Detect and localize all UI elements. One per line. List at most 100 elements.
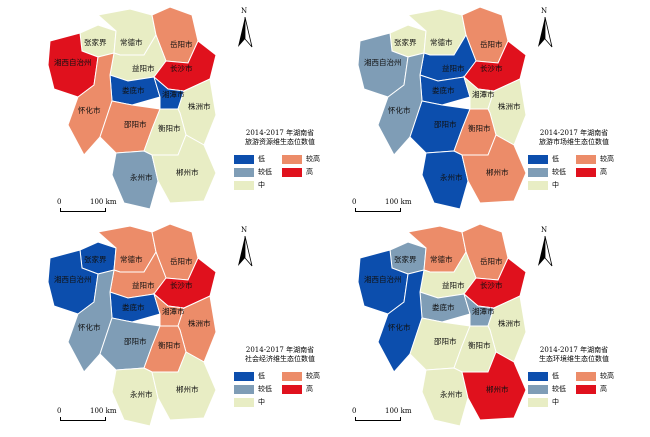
legend-label-mid: 中 [258, 181, 265, 189]
city-label-yiy: 益阳市 [132, 280, 155, 290]
city-label-cz: 郴州市 [176, 167, 199, 177]
legend-label-high: 高 [600, 385, 607, 393]
legend-label-lower: 较低 [552, 385, 566, 393]
legend-label-high: 高 [600, 168, 607, 176]
city-label-yiy: 益阳市 [442, 280, 465, 290]
city-label-xt: 湘潭市 [472, 306, 495, 316]
region-yz [111, 150, 159, 210]
city-label-cd: 常德市 [120, 37, 143, 47]
city-label-sy: 邵阳市 [434, 336, 457, 346]
city-label-cs: 长沙市 [170, 280, 193, 290]
city-label-cz: 郴州市 [486, 167, 509, 177]
north-arrow-icon: N [535, 226, 555, 270]
legend-swatch-mid [528, 181, 548, 190]
city-label-yiy: 益阳市 [442, 63, 465, 73]
legend-swatch-low [528, 372, 548, 381]
legend-label-mid: 中 [552, 181, 559, 189]
scale-bar: 0 100 km [57, 407, 120, 437]
legend-swatch-low [234, 155, 254, 164]
city-label-xt: 湘潭市 [162, 89, 185, 99]
map-panel-1: 张家界 常德市 岳阳市 湘西自治州 益阳市 长沙市 娄底市 湘潭市 怀化市 株洲市 邵阳市 衡阳市 永州… [20, 5, 330, 215]
legend-label-low: 低 [552, 372, 559, 380]
map-title: 2014-2017 年湖南省 社会经济维生态位数值 [245, 346, 315, 363]
city-label-yz: 永州市 [130, 172, 153, 182]
city-label-zjj: 张家界 [394, 254, 417, 264]
legend-swatch-higher [576, 155, 596, 164]
north-arrow-icon: N [235, 226, 255, 270]
city-label-sy: 邵阳市 [124, 336, 147, 346]
city-label-zz: 株洲市 [498, 318, 521, 328]
legend-label-high: 高 [306, 385, 313, 393]
city-label-zz: 株洲市 [188, 318, 211, 328]
legend-label-mid: 中 [552, 398, 559, 406]
north-arrow-icon: N [235, 7, 255, 51]
legend: 低 较高 较低 高中 [234, 155, 339, 197]
city-label-ld: 娄底市 [432, 302, 455, 312]
north-arrow-icon: N [535, 7, 555, 51]
city-label-cs: 长沙市 [170, 63, 193, 73]
city-label-xt: 湘潭市 [472, 89, 495, 99]
legend-swatch-lower [234, 168, 254, 177]
city-label-yy: 岳阳市 [480, 39, 503, 49]
city-label-yz: 永州市 [440, 389, 463, 399]
city-label-cs: 长沙市 [480, 63, 503, 73]
city-label-xx: 湘西自治州 [54, 274, 92, 284]
map-panel-3: 张家界 常德市 岳阳市 湘西自治州 益阳市 长沙市 娄底市 湘潭市 怀化市 株洲市 邵阳市 衡阳市 永州… [20, 222, 330, 432]
city-label-cd: 常德市 [430, 254, 453, 264]
legend-swatch-lower [234, 385, 254, 394]
legend-label-mid: 中 [258, 398, 265, 406]
city-label-zjj: 张家界 [84, 37, 107, 47]
region-yz [111, 367, 159, 427]
city-label-xx: 湘西自治州 [364, 274, 402, 284]
city-label-hy: 衡阳市 [468, 123, 491, 133]
city-label-xx: 湘西自治州 [54, 57, 92, 67]
map-panel-2: 张家界 常德市 岳阳市 湘西自治州 益阳市 长沙市 娄底市 湘潭市 怀化市 株洲市 邵阳市 衡阳市 永州… [330, 5, 640, 215]
city-label-yy: 岳阳市 [170, 39, 193, 49]
legend-label-low: 低 [552, 155, 559, 163]
city-label-hh: 怀化市 [78, 105, 101, 115]
city-label-hh: 怀化市 [388, 322, 411, 332]
legend-label-low: 低 [258, 372, 265, 380]
legend-swatch-high [576, 385, 596, 394]
map-panel-4: 张家界 常德市 岳阳市 湘西自治州 益阳市 长沙市 娄底市 湘潭市 怀化市 株洲市 邵阳市 衡阳市 永州… [330, 222, 640, 432]
city-label-ld: 娄底市 [122, 302, 145, 312]
city-label-hy: 衡阳市 [468, 340, 491, 350]
city-label-cz: 郴州市 [486, 384, 509, 394]
legend-swatch-high [282, 168, 302, 177]
legend-swatch-higher [576, 372, 596, 381]
legend-label-higher: 较高 [306, 372, 320, 380]
region-cz [461, 134, 527, 204]
legend: 低 较高 较低 高中 [528, 372, 633, 414]
legend-label-higher: 较高 [306, 155, 320, 163]
city-label-cd: 常德市 [120, 254, 143, 264]
legend-label-lower: 较低 [258, 168, 272, 176]
legend-swatch-mid [234, 181, 254, 190]
legend-swatch-higher [282, 155, 302, 164]
region-cz [461, 351, 527, 421]
map-title: 2014-2017 年湖南省 生态环境维生态位数值 [539, 346, 609, 363]
legend-swatch-lower [528, 385, 548, 394]
city-label-zz: 株洲市 [188, 101, 211, 111]
legend-swatch-low [528, 155, 548, 164]
city-label-yiy: 益阳市 [132, 63, 155, 73]
legend-swatch-mid [528, 398, 548, 407]
map-title: 2014-2017 年湖南省 旅游资源维生态位数值 [245, 129, 315, 146]
legend-label-high: 高 [306, 168, 313, 176]
city-label-ld: 娄底市 [122, 85, 145, 95]
city-label-xt: 湘潭市 [162, 306, 185, 316]
scale-bar: 0 100 km [352, 198, 415, 228]
city-label-ld: 娄底市 [432, 85, 455, 95]
region-cz [151, 134, 217, 204]
legend: 低 较高较低 高中 [234, 372, 339, 414]
legend-label-lower: 较低 [258, 385, 272, 393]
legend-swatch-high [576, 168, 596, 177]
city-label-zjj: 张家界 [394, 37, 417, 47]
city-label-xx: 湘西自治州 [364, 57, 402, 67]
legend: 低 较高 较低 高中 [528, 155, 633, 197]
scale-bar: 0 100 km [57, 198, 120, 228]
legend-swatch-higher [282, 372, 302, 381]
